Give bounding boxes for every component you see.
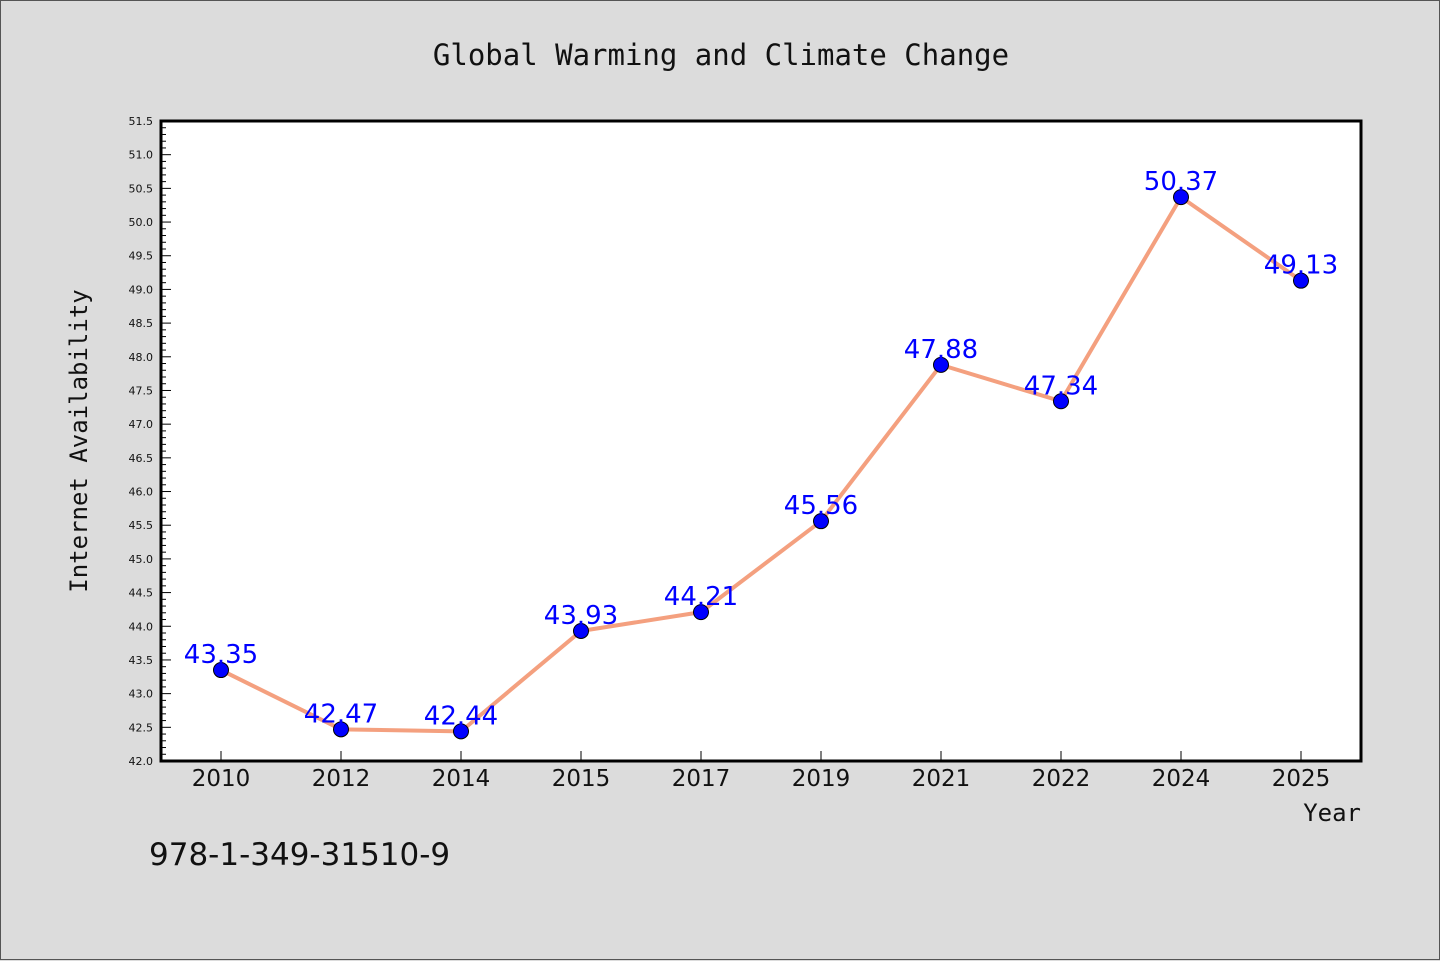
- y-tick-label: 51.0: [129, 149, 154, 162]
- x-tick-label: 2014: [432, 766, 491, 792]
- y-tick-label: 44.5: [129, 587, 154, 600]
- series-group: 43.35 42.47 42.44 43.93 44.21 45.56 47.88 47.34…: [184, 167, 1338, 740]
- data-label: 42.47: [304, 699, 378, 729]
- data-point: [453, 723, 469, 740]
- chart-title: Global Warming and Climate Change: [433, 38, 1009, 72]
- data-label: 42.44: [424, 701, 498, 731]
- series-line: [219, 195, 1303, 734]
- y-tick-label: 46.0: [129, 486, 154, 499]
- data-point: [333, 721, 349, 738]
- x-tick-label: 2022: [1032, 766, 1091, 792]
- data-point: [1053, 393, 1069, 410]
- x-tick-label: 2017: [672, 766, 731, 792]
- y-tick-label: 49.0: [129, 283, 154, 296]
- y-tick-label: 42.5: [129, 721, 154, 734]
- y-tick-label: 45.0: [129, 553, 154, 566]
- x-tick-label: 2021: [912, 766, 971, 792]
- x-tick-label: 2024: [1152, 766, 1211, 792]
- x-tick-label: 2012: [312, 766, 371, 792]
- y-tick-label: 50.5: [129, 182, 154, 195]
- data-label: 43.35: [184, 640, 258, 670]
- x-axis-label: Year: [1303, 799, 1361, 827]
- plot-area: [159, 119, 1363, 763]
- y-tick-label: 46.5: [129, 452, 154, 465]
- x-tick-label: 2019: [792, 766, 851, 792]
- y-tick-label: 47.0: [129, 418, 154, 431]
- data-label: 50.37: [1144, 167, 1218, 197]
- y-tick-label: 47.5: [129, 384, 154, 397]
- y-tick-label: 45.5: [129, 519, 154, 532]
- y-tick-label: 50.0: [129, 216, 154, 229]
- data-label: 49.13: [1264, 251, 1338, 281]
- data-point: [1173, 189, 1189, 206]
- x-tick-label: 2010: [192, 766, 251, 792]
- y-tick-label: 51.5: [129, 115, 154, 128]
- data-label: 44.21: [664, 582, 738, 612]
- y-axis-ticks: 42.0 42.5 43.0 43.5 44.0 44.5 45.0 45.5 46.0 46.5…: [129, 115, 171, 768]
- x-tick-label: 2025: [1272, 766, 1331, 792]
- x-axis-ticks: 2010 2012 2014 2015 2017 2019 2021 2022 2024 2025: [192, 751, 1331, 792]
- data-label: 45.56: [784, 491, 858, 521]
- y-tick-label: 42.0: [129, 755, 154, 768]
- data-point: [1293, 272, 1309, 289]
- data-label: 43.93: [544, 601, 618, 631]
- y-tick-label: 48.0: [129, 351, 154, 364]
- data-point: [933, 356, 949, 373]
- data-point: [213, 662, 229, 679]
- y-tick-label: 44.0: [129, 620, 154, 633]
- data-label: 47.34: [1024, 371, 1098, 401]
- data-label: 47.88: [904, 335, 978, 365]
- data-point: [813, 513, 829, 530]
- y-tick-label: 48.5: [129, 317, 154, 330]
- y-tick-label: 43.5: [129, 654, 154, 667]
- data-point: [693, 604, 709, 621]
- footer-code: 978-1-349-31510-9: [149, 837, 450, 873]
- data-point: [573, 622, 589, 639]
- y-axis-label: Internet Availability: [65, 289, 93, 592]
- y-tick-label: 43.0: [129, 688, 154, 701]
- y-tick-label: 49.5: [129, 250, 154, 263]
- x-tick-label: 2015: [552, 766, 611, 792]
